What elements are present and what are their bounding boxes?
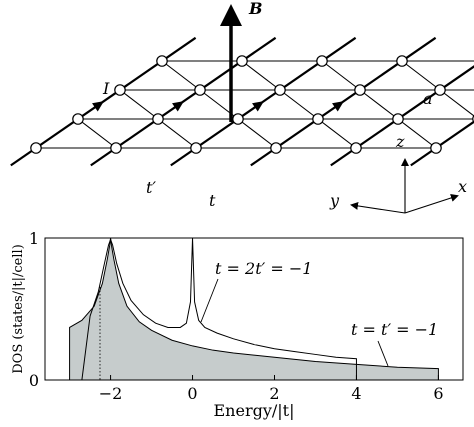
interchain-bond [317,118,357,149]
lattice-site [430,142,442,154]
interchain-bond [237,118,277,149]
lattice-site [72,113,84,125]
chain-line [410,120,474,167]
lattice-site [190,142,202,154]
axis-ticks [45,237,439,381]
chain-line [330,65,474,167]
y-axis-label: DOS (states/|t|/cell) [11,244,26,374]
interchain-bond [401,60,441,91]
lattice-site [396,55,408,67]
interchain-hopping-label: t′ [146,178,156,197]
interchain-bond [161,60,201,91]
series-t-equals-2tprime [81,237,357,381]
lattice-constant-label: a [423,89,433,108]
lattice-site [232,113,244,125]
current-arrow [332,101,344,112]
x-tick-label: 2 [269,384,279,403]
interchain-bond [397,118,437,149]
x-tick-label: 0 [187,384,197,403]
lattice-sites [30,55,474,154]
lattice-site [312,113,324,125]
lattice-site [316,55,328,67]
series-lines [81,237,357,381]
current-arrow [252,101,264,112]
annotation-series-1: t = 2t′ = −1 [215,259,312,278]
interchain-bond [279,89,319,120]
interchain-bond [321,60,361,91]
lattice-site [236,55,248,67]
axis-z-label: z [395,132,405,151]
annotation-series-2: t = t′ = −1 [351,320,438,339]
lattice-site [110,142,122,154]
interchain-bond [359,89,399,120]
interchain-bond [241,60,281,91]
interchain-bond [157,118,197,149]
lattice-site [114,84,126,96]
annotation-leader-2 [377,340,389,367]
current-arrow [172,101,184,112]
field-arrow-head [220,4,242,26]
interchain-bond [439,89,474,117]
lattice-site [350,142,362,154]
lattice-site [270,142,282,154]
lattice-site [392,113,404,125]
lattice-site [354,84,366,96]
interchain-bonds [36,60,474,149]
x-axis-label: Energy/|t| [214,401,295,420]
lattice-site [156,55,168,67]
x-tick-label: −2 [99,384,123,403]
dos-chart: −2 0 2 4 6 0 1 Energy/|t| DOS (states/|t|/cell… [11,229,464,420]
axis-x-label: x [458,177,467,196]
interchain-bond [119,89,159,120]
field-label: B [248,0,263,18]
axis-y-label: y [329,191,340,210]
lattice-site [30,142,42,154]
current-arrow [92,101,104,112]
annotation-leader-1 [200,278,219,323]
lattice-site [434,84,446,96]
y-tick-label: 0 [29,371,39,390]
lattice-site [152,113,164,125]
lattice-site [194,84,206,96]
x-tick-label: 6 [433,384,443,403]
x-tick-label: 4 [351,384,361,403]
y-tick-label: 1 [29,229,39,248]
current-label: I [102,79,110,98]
lattice-diagram: B I a t′ t z x y [10,0,474,214]
tick-labels: −2 0 2 4 6 0 1 [29,229,444,403]
chain-hopping-label: t [209,191,216,210]
current-arrows [92,101,344,112]
coordinate-axes [350,158,459,214]
interchain-bond [77,118,117,149]
plot-frame [44,237,464,381]
lattice-site [274,84,286,96]
